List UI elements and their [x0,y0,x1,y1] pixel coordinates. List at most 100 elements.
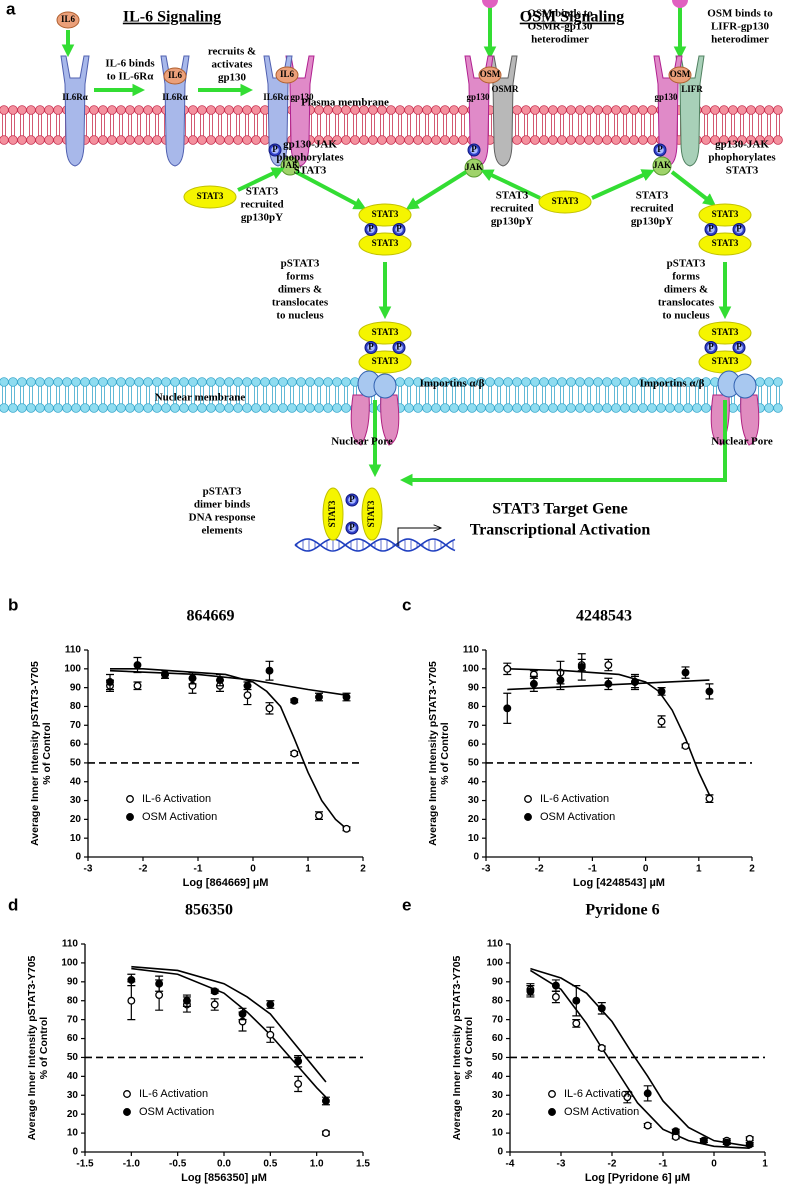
lipid-head [404,377,414,387]
lipid-head [431,105,441,115]
lipid-head [566,403,576,413]
data-point [243,681,252,690]
data-point [556,676,565,685]
data-point [572,1019,581,1028]
data-point [155,979,164,988]
legend-marker [524,813,532,821]
fit-curve [530,967,750,1148]
ligand [668,66,692,84]
lipid-head [701,105,711,115]
ligand [478,66,502,84]
data-point [133,681,142,690]
lipid-head [521,403,531,413]
lipid-head [593,135,603,145]
legend-marker [123,1108,131,1116]
data-point [182,996,191,1005]
stat3 [358,321,412,345]
lipid-head [98,105,108,115]
lipid-head [557,377,567,387]
pore-label: Nuclear Pore [331,436,393,448]
data-point [745,1140,754,1149]
y-axis-label: Average Inner Intensity pSTAT3-Y705 [427,661,439,846]
y-tick-label: 70 [67,1014,79,1025]
y-tick-label: 40 [70,776,82,787]
y-tick-label: 10 [70,833,82,844]
lipid-head [26,105,36,115]
ligand-top [672,0,688,8]
lipid-head [656,403,666,413]
lipid-head [143,377,153,387]
lipid-head [26,135,36,145]
molecule-label: P [368,342,374,352]
lipid-head [503,403,513,413]
lipid-head [503,377,513,387]
y-axis-label: % of Control [38,1017,50,1079]
note-line: heterodimer [711,34,769,46]
legend-marker [548,1108,556,1116]
y-axis-label: % of Control [439,722,451,784]
phosphate-core [656,146,664,154]
data-point [699,1136,708,1145]
molecule-label: P [708,342,714,352]
x-tick-label: -4 [506,1159,515,1170]
lipid-head [584,403,594,413]
arrow [591,169,655,200]
lipid-head [395,377,405,387]
y-tick-label: 80 [468,701,480,712]
lipid-head [746,105,756,115]
lipid-head [593,403,603,413]
lipid-head [314,377,324,387]
lipid-head [71,403,81,413]
molecule-label: P [349,494,355,504]
x-tick-label: -2 [139,864,148,875]
lipid-head [566,377,576,387]
lipid-head [215,403,225,413]
phosphate-core [348,496,356,504]
lipid-head [395,105,405,115]
legend-label: OSM Activation [142,811,217,823]
note-line: forms [672,271,700,283]
x-tick-label: -3 [557,1159,566,1170]
lipid-head [728,403,738,413]
x-tick-label: 0 [250,864,256,875]
lipid-head [422,403,432,413]
lipid-head [116,377,126,387]
data-point [657,687,666,696]
fit-curve [529,969,750,1150]
y-tick-label: 100 [61,958,78,969]
importin [733,373,757,399]
fit-curve [110,668,348,830]
note-line: recruited [630,203,673,215]
lipid-head [224,105,234,115]
lipid-head [602,377,612,387]
y-tick-label: 50 [492,1052,504,1063]
molecule-label: LIFR [681,84,703,94]
lipid-head [125,135,135,145]
data-point [321,1129,330,1138]
lipid-head [566,135,576,145]
x-tick-label: 1 [696,864,702,875]
molecule-label: P [736,342,742,352]
panel-label: b [8,595,18,614]
lipid-head [26,377,36,387]
lipid-head [107,377,117,387]
y-tick-label: 110 [487,939,504,950]
lipid-head [512,105,522,115]
y-tick-label: 20 [468,814,480,825]
note-line: LIFR-gp130 [711,21,770,33]
lipid-head [107,105,117,115]
lipid-head [0,377,9,387]
lipid-head [251,403,261,413]
lipid-head [143,135,153,145]
data-point [643,1089,652,1098]
lipid-head [593,105,603,115]
phosphate-core [348,524,356,532]
data-point [551,992,560,1001]
lipid-head [422,135,432,145]
lipid-head [8,105,18,115]
lipid-head [53,135,63,145]
lipid-head [233,135,243,145]
lipid-head [206,377,216,387]
